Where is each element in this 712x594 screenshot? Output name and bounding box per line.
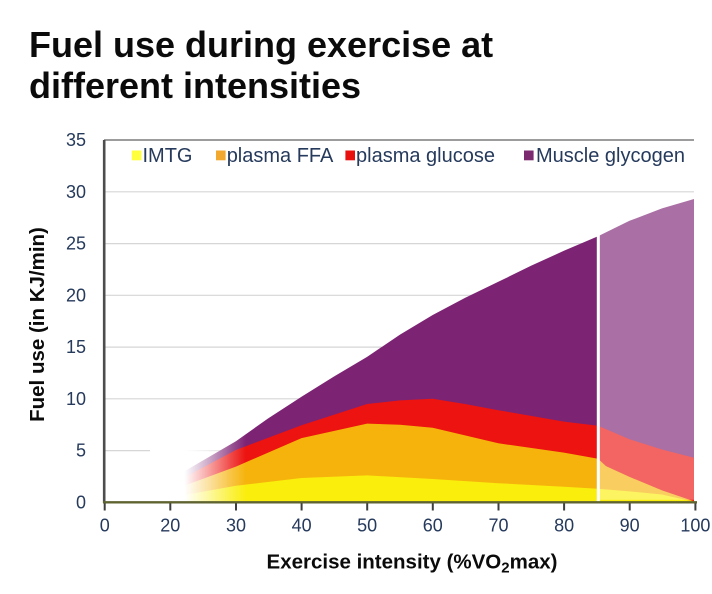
svg-text:50: 50 bbox=[357, 516, 377, 536]
svg-text:80: 80 bbox=[554, 516, 574, 536]
svg-text:0: 0 bbox=[76, 492, 86, 512]
svg-text:0: 0 bbox=[100, 516, 110, 536]
svg-text:Fuel use (in KJ/min): Fuel use (in KJ/min) bbox=[26, 227, 49, 422]
svg-text:20: 20 bbox=[160, 516, 180, 536]
svg-text:Exercise intensity (%VO2max): Exercise intensity (%VO2max) bbox=[267, 551, 558, 577]
svg-text:35: 35 bbox=[66, 130, 86, 150]
svg-text:70: 70 bbox=[488, 516, 508, 536]
svg-text:IMTG: IMTG bbox=[143, 145, 193, 167]
svg-text:15: 15 bbox=[66, 337, 86, 357]
svg-text:plasma FFA: plasma FFA bbox=[227, 145, 334, 167]
svg-text:Muscle glycogen: Muscle glycogen bbox=[536, 145, 685, 167]
svg-text:100: 100 bbox=[680, 516, 710, 536]
svg-text:60: 60 bbox=[423, 516, 443, 536]
svg-text:plasma glucose: plasma glucose bbox=[356, 145, 495, 167]
svg-text:5: 5 bbox=[76, 441, 86, 461]
svg-text:20: 20 bbox=[66, 285, 86, 305]
svg-text:10: 10 bbox=[66, 389, 86, 409]
svg-text:25: 25 bbox=[66, 234, 86, 254]
svg-text:90: 90 bbox=[620, 516, 640, 536]
svg-text:30: 30 bbox=[226, 516, 246, 536]
svg-text:30: 30 bbox=[66, 182, 86, 202]
svg-text:40: 40 bbox=[292, 516, 312, 536]
